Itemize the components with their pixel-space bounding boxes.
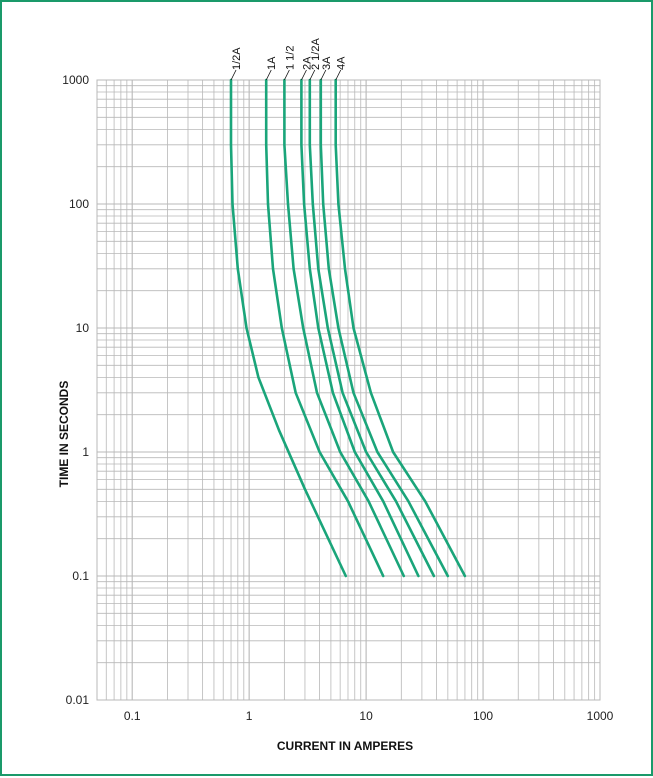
curve-labels: 1/2A 1A 1 1/2 2A2 1/2A 3A 4A [230,38,348,81]
y-tick-label: 1 [82,445,89,459]
y-tick-label: 10 [76,321,90,335]
y-axis-title: TIME IN SECONDS [57,381,71,488]
x-tick-label: 1 [246,709,253,723]
x-tick-label: 10 [359,709,373,723]
curve-label-leader [265,69,272,81]
curve-label: 2A [301,56,313,70]
series-line [283,78,406,578]
x-tick-label: 1000 [587,709,614,723]
x-axis-title: CURRENT IN AMPERES [277,739,413,753]
y-tick-label: 0.01 [66,693,90,707]
x-tick-label: 100 [473,709,493,723]
curve-label: 1A [266,56,278,70]
curve-label-leader [284,69,290,81]
series-line [319,78,450,578]
series-line [300,78,420,578]
series-line [308,78,436,578]
series-line [229,78,348,578]
curve-label-leader [309,69,316,81]
curve-label-leader [335,69,342,81]
curve-label: 2 1/2A [310,38,322,70]
series-line [264,78,385,578]
curve-label: 4A [336,56,348,70]
curve-label: 1/2A [231,47,243,70]
curve-label: 1 1/2 [284,46,296,70]
tick-labels: 0.1 1 10 100 1000 1000 100 10 1 0.1 0.01 [62,73,613,723]
curve-label-leader [301,69,307,81]
curve-label-leader [230,69,237,81]
plot-border [96,79,601,701]
series-line [334,78,467,578]
grid [96,79,601,701]
y-tick-label: 0.1 [72,569,89,583]
curve-label-leader [320,69,327,81]
y-tick-label: 100 [69,197,89,211]
curve-label: 3A [321,56,333,70]
y-tick-label: 1000 [62,73,89,87]
curves [229,78,467,578]
x-tick-label: 0.1 [124,709,141,723]
